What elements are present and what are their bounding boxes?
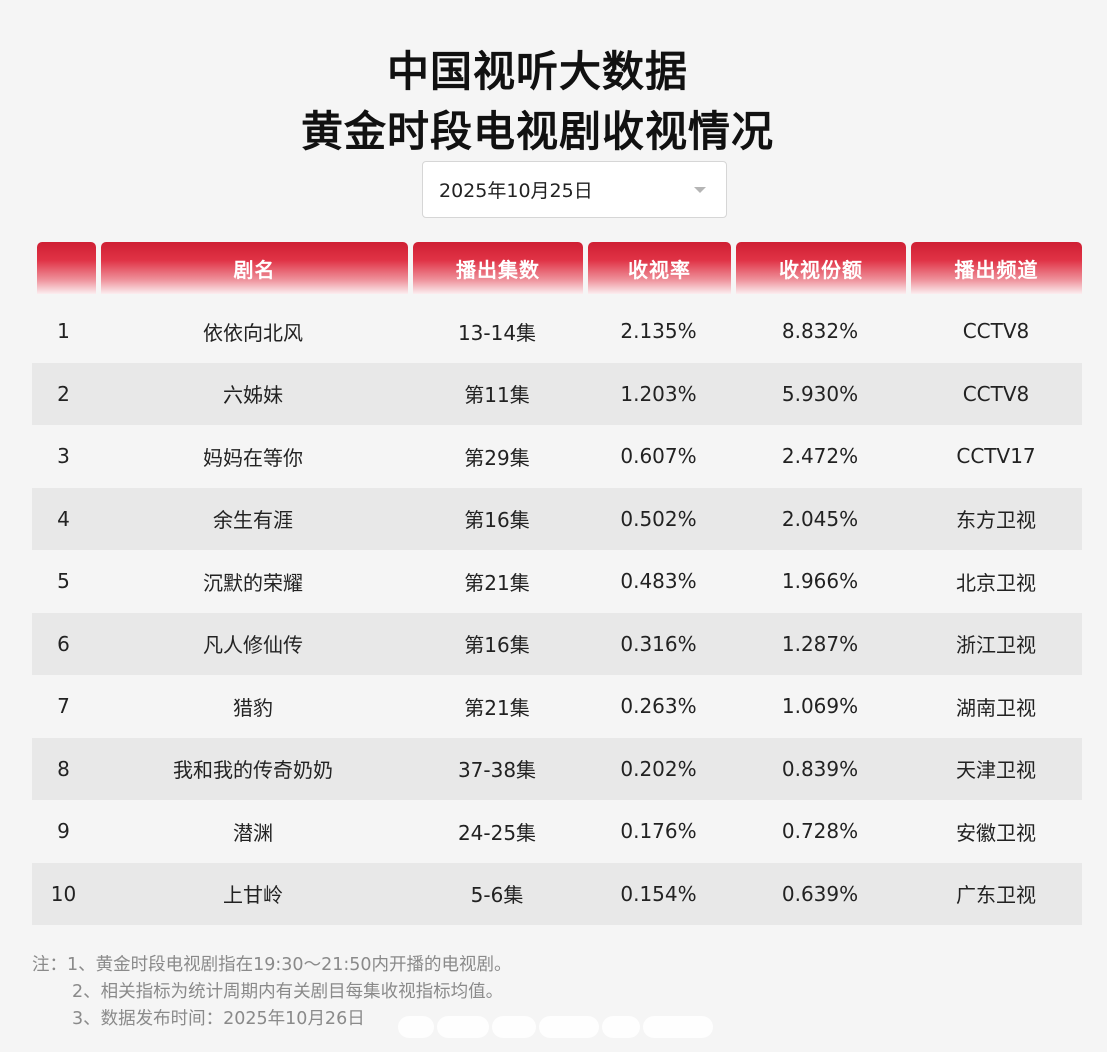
episodes-cell: 第29集	[464, 445, 530, 470]
rank-cell: 8	[57, 756, 70, 781]
ratings-table: 1 依依向北风 13-14集 2.135% 8.832% CCTV8 2 六姊妹 第11集 1.2…	[32, 300, 1082, 925]
header-share: 收视份额	[736, 242, 906, 294]
share-cell: 0.639%	[781, 881, 859, 906]
header-rank	[37, 242, 96, 294]
table-row: 10 上甘岭 5-6集 0.154% 0.639% 广东卫视	[32, 862, 1082, 925]
footnotes: 注：1、黄金时段电视剧指在19:30～21:50内开播的电视剧。 2、相关指标为…	[32, 952, 512, 1033]
episodes-cell: 5-6集	[470, 883, 524, 908]
rating-cell: 0.154%	[620, 881, 697, 906]
share-cell: 2.045%	[781, 506, 859, 531]
channel-cell: 安徽卫视	[956, 820, 1036, 845]
rating-cell: 0.263%	[620, 694, 697, 719]
rating-cell: 2.135%	[620, 319, 697, 344]
rank-cell: 9	[57, 819, 70, 844]
drama-name-cell: 猎豹	[233, 695, 273, 720]
footnote-1: 注：1、黄金时段电视剧指在19:30～21:50内开播的电视剧。	[32, 955, 512, 975]
rating-cell: 0.176%	[620, 819, 697, 844]
rank-cell: 2	[57, 381, 70, 406]
drama-name-cell: 沉默的荣耀	[203, 570, 303, 595]
footnote-3: 3、数据发布时间：2025年10月26日	[72, 1009, 365, 1029]
channel-cell: 东方卫视	[956, 508, 1036, 533]
table-row: 1 依依向北风 13-14集 2.135% 8.832% CCTV8	[32, 300, 1082, 363]
rating-cell: 0.316%	[620, 631, 697, 656]
rating-cell: 0.502%	[620, 506, 697, 531]
rank-cell: 10	[50, 881, 77, 906]
page-title-line1: 中国视听大数据	[386, 47, 688, 96]
share-cell: 1.069%	[781, 694, 859, 719]
date-select[interactable]: 2025年10月25日	[422, 161, 727, 218]
share-cell: 8.832%	[781, 319, 859, 344]
episodes-cell: 第16集	[464, 508, 530, 533]
rank-cell: 5	[57, 569, 70, 594]
rank-cell: 6	[57, 631, 70, 656]
channel-cell: 广东卫视	[956, 883, 1036, 908]
episodes-cell: 37-38集	[457, 758, 537, 783]
episodes-cell: 24-25集	[457, 820, 537, 845]
rating-cell: 0.607%	[620, 444, 697, 469]
drama-name-cell: 潜渊	[233, 820, 273, 845]
header-rating: 收视率	[588, 242, 731, 294]
rank-cell: 4	[57, 506, 70, 531]
drama-name-cell: 上甘岭	[223, 883, 283, 908]
episodes-cell: 第16集	[464, 633, 530, 658]
table-row: 4 余生有涯 第16集 0.502% 2.045% 东方卫视	[32, 487, 1082, 550]
channel-cell: CCTV8	[962, 381, 1030, 406]
episodes-cell: 第21集	[464, 695, 530, 720]
watermark	[398, 1014, 718, 1040]
channel-cell: CCTV17	[956, 444, 1036, 469]
footnote-2: 2、相关指标为统计周期内有关剧目每集收视指标均值。	[72, 982, 504, 1002]
channel-cell: 天津卫视	[956, 758, 1036, 783]
rank-cell: 3	[57, 444, 70, 469]
episodes-cell: 第21集	[464, 570, 530, 595]
rating-cell: 0.483%	[620, 569, 697, 594]
drama-name-cell: 凡人修仙传	[203, 633, 303, 658]
drama-name-cell: 依依向北风	[203, 320, 303, 345]
table-header: 剧名 播出集数 收视率 收视份额 播出频道	[0, 242, 1107, 294]
share-cell: 0.728%	[781, 819, 859, 844]
table-row: 2 六姊妹 第11集 1.203% 5.930% CCTV8	[32, 362, 1082, 425]
rating-cell: 1.203%	[620, 381, 697, 406]
channel-cell: 浙江卫视	[956, 633, 1036, 658]
drama-name-cell: 余生有涯	[213, 508, 293, 533]
rank-cell: 7	[57, 694, 70, 719]
table-row: 7 猎豹 第21集 0.263% 1.069% 湖南卫视	[32, 675, 1082, 738]
header-episodes: 播出集数	[413, 242, 583, 294]
chevron-down-icon[interactable]	[694, 187, 706, 193]
share-cell: 5.930%	[781, 381, 859, 406]
share-cell: 2.472%	[781, 444, 859, 469]
drama-name-cell: 我和我的传奇奶奶	[173, 758, 333, 783]
share-cell: 1.287%	[781, 631, 859, 656]
channel-cell: CCTV8	[962, 319, 1030, 344]
channel-cell: 湖南卫视	[956, 695, 1036, 720]
episodes-cell: 第11集	[464, 383, 530, 408]
header-name: 剧名	[101, 242, 408, 294]
table-row: 9 潜渊 24-25集 0.176% 0.728% 安徽卫视	[32, 800, 1082, 863]
table-row: 3 妈妈在等你 第29集 0.607% 2.472% CCTV17	[32, 425, 1082, 488]
table-row: 8 我和我的传奇奶奶 37-38集 0.202% 0.839% 天津卫视	[32, 737, 1082, 800]
channel-cell: 北京卫视	[956, 570, 1036, 595]
date-select-value: 2025年10月25日	[439, 180, 593, 202]
share-cell: 0.839%	[781, 756, 859, 781]
drama-name-cell: 妈妈在等你	[203, 445, 303, 470]
table-row: 5 沉默的荣耀 第21集 0.483% 1.966% 北京卫视	[32, 550, 1082, 613]
header-channel: 播出频道	[911, 242, 1082, 294]
page-title-line2: 黄金时段电视剧收视情况	[300, 107, 774, 156]
episodes-cell: 13-14集	[457, 320, 537, 345]
drama-name-cell: 六姊妹	[223, 383, 283, 408]
rating-cell: 0.202%	[620, 756, 697, 781]
share-cell: 1.966%	[781, 569, 859, 594]
table-row: 6 凡人修仙传 第16集 0.316% 1.287% 浙江卫视	[32, 612, 1082, 675]
rank-cell: 1	[57, 319, 70, 344]
